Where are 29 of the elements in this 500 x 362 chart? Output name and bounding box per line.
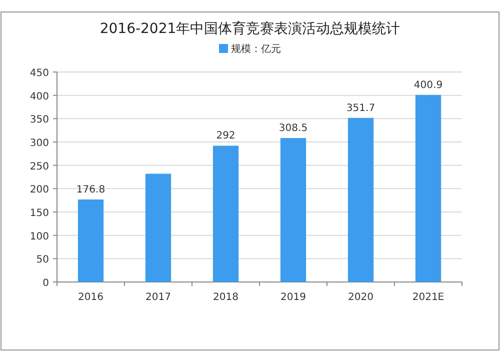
y-tick-label: 150: [30, 208, 49, 219]
x-tick-label: 2017: [146, 292, 171, 303]
data-label: 351.7: [346, 102, 376, 114]
x-tick-label: 2019: [280, 292, 306, 303]
bar: [280, 138, 306, 282]
bar: [212, 146, 239, 282]
y-tick-label: 200: [30, 184, 49, 196]
bar: [145, 174, 172, 282]
y-tick-label: 450: [30, 68, 49, 79]
y-tick-label: 0: [42, 278, 49, 289]
data-label: 400.9: [414, 80, 443, 91]
data-label: 308.5: [278, 123, 308, 134]
x-tick-label: 2020: [348, 292, 374, 303]
y-tick-label: 250: [30, 161, 49, 172]
bar: [78, 199, 104, 282]
x-tick-label: 2021E: [412, 292, 444, 303]
bar: [415, 94, 442, 282]
x-tick-label: 2018: [213, 292, 238, 303]
y-tick-label: 350: [30, 114, 49, 126]
y-tick-label: 100: [30, 231, 49, 242]
data-label: 176.8: [76, 184, 106, 196]
chart-title: 2016-2021年中国体育竞赛表演活动总规模统计: [100, 20, 400, 37]
y-tick-label: 400: [30, 91, 49, 102]
data-label: 292: [216, 130, 236, 142]
y-tick-label: 300: [30, 138, 49, 149]
x-tick-label: 2016: [78, 292, 104, 303]
y-tick-label: 50: [36, 254, 49, 266]
legend-label: 规模：亿元: [231, 43, 281, 55]
bar: [348, 118, 374, 282]
